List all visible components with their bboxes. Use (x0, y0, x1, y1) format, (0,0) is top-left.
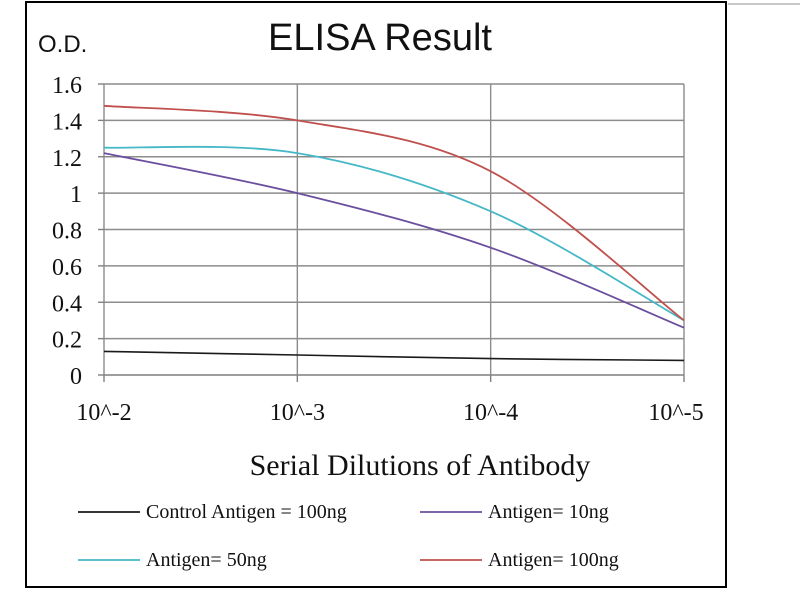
y-tick-label: 1.6 (52, 73, 82, 99)
legend-label: Control Antigen = 100ng (146, 501, 347, 523)
y-tick-label: 1.4 (52, 109, 82, 135)
y-axis-label: O.D. (38, 31, 87, 58)
x-axis-label: Serial Dilutions of Antibody (250, 449, 591, 482)
series-line (103, 145, 685, 322)
y-tick-label: 0.6 (52, 255, 82, 281)
y-tick-label: 0.4 (52, 291, 82, 317)
legend-label: Antigen= 50ng (146, 549, 267, 571)
x-tick-label: 10^-3 (270, 400, 325, 426)
legend-label: Antigen= 100ng (488, 549, 619, 571)
y-tick-label: 0 (70, 364, 82, 390)
y-tick-label: 1.2 (52, 146, 82, 172)
x-tick-label: 10^-5 (648, 400, 703, 426)
y-tick-label: 1 (70, 182, 82, 208)
series-line (103, 104, 685, 322)
chart-frame (25, 1, 727, 588)
x-tick-labels: 10^-2 10^-3 10^-4 10^-5 (76, 400, 703, 426)
y-tick-labels: 0 0.2 0.4 0.6 0.8 1 1.2 1.4 1.6 (52, 73, 82, 390)
series-lines (103, 104, 685, 362)
x-tick-label: 10^-4 (463, 400, 518, 426)
y-tick-label: 0.8 (52, 219, 82, 245)
series-line (103, 350, 685, 362)
grid-lines (98, 83, 685, 382)
legend-label: Antigen= 10ng (488, 501, 609, 523)
y-tick-label: 0.2 (52, 328, 82, 354)
chart-title: ELISA Result (268, 17, 492, 59)
legend: Control Antigen = 100ng Antigen= 10ng Anti… (78, 501, 619, 571)
series-line (103, 152, 685, 329)
x-tick-label: 10^-2 (76, 400, 131, 426)
